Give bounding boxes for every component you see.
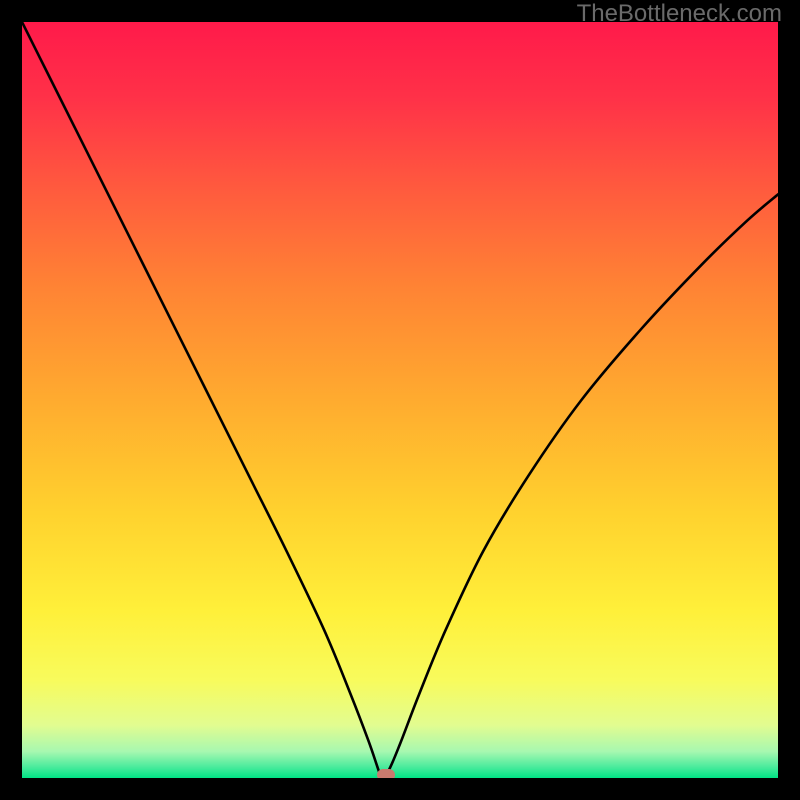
bottleneck-marker	[377, 769, 395, 778]
watermark-text: TheBottleneck.com	[577, 0, 782, 28]
chart-container: TheBottleneck.com	[0, 0, 800, 800]
bottleneck-curve	[22, 22, 778, 778]
bottleneck-curve-svg	[22, 22, 778, 778]
plot-area	[22, 22, 778, 778]
